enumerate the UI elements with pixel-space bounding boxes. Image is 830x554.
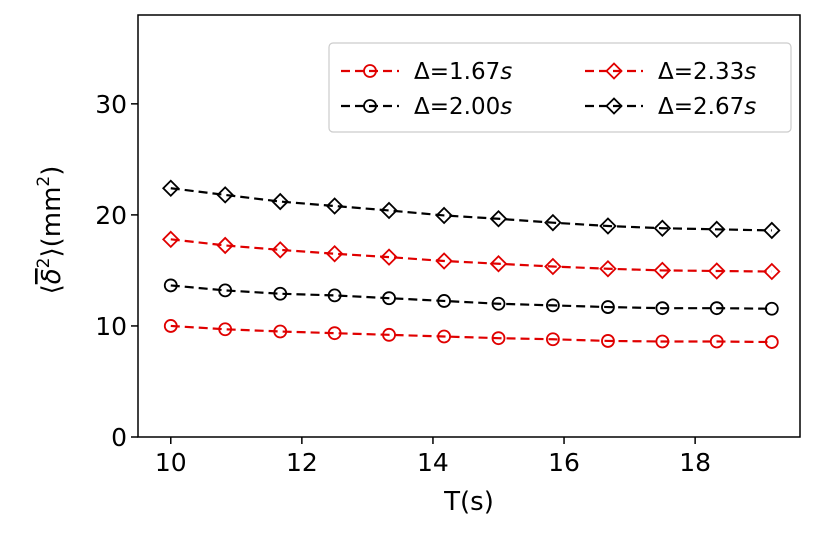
x-tick-label: 10 — [155, 448, 187, 477]
x-tick-label: 14 — [417, 448, 449, 477]
data-point — [707, 262, 726, 280]
data-point — [763, 262, 781, 281]
data-point — [599, 217, 617, 235]
series-group — [163, 319, 779, 349]
y-axis-title: ⟨δ2⟩(mm2) — [34, 166, 67, 295]
data-point — [545, 332, 560, 347]
y-tick-label: 10 — [95, 312, 127, 341]
legend-marker — [363, 64, 377, 78]
y-axis-title-symbol: δ — [37, 268, 67, 284]
data-point — [273, 286, 288, 301]
data-point — [327, 288, 342, 303]
data-point — [655, 301, 670, 316]
data-point — [709, 334, 724, 349]
series-line — [170, 284, 772, 310]
legend-label: Δ=1.67s — [414, 59, 512, 85]
data-point — [218, 322, 233, 337]
legend-item: Δ=2.67s — [585, 94, 756, 120]
data-point — [382, 291, 396, 306]
data-point — [544, 257, 562, 276]
data-point — [273, 324, 288, 339]
y-axis-title-unit-exponent: 2 — [34, 176, 54, 187]
y-axis-title-open: ⟨ — [37, 284, 67, 294]
data-point — [161, 179, 180, 198]
legend-label: Δ=2.00s — [414, 94, 512, 120]
data-point — [601, 334, 615, 348]
x-tick-label: 16 — [548, 448, 580, 477]
data-point — [545, 298, 560, 313]
data-point — [764, 335, 779, 349]
data-point — [601, 300, 615, 314]
data-point — [218, 283, 233, 298]
data-point — [271, 241, 290, 259]
y-axis-title-exponent: 2 — [34, 258, 54, 269]
legend-marker — [363, 99, 377, 113]
y-tick-label: 20 — [95, 201, 127, 230]
data-point — [437, 294, 451, 308]
legend-items: Δ=1.67s Δ=2.00s Δ=2.33s Δ=2.67s — [341, 59, 756, 120]
data-point — [707, 220, 726, 239]
y-axis-title-unit: ⟩(mm — [37, 187, 67, 258]
data-point — [489, 254, 508, 273]
data-point — [325, 197, 344, 215]
series-group — [163, 278, 779, 316]
legend-marker — [605, 97, 623, 115]
data-point — [380, 201, 398, 220]
data-point — [216, 236, 234, 255]
legend-item: Δ=1.67s — [341, 59, 512, 85]
data-point — [437, 329, 451, 344]
data-point — [382, 327, 396, 342]
data-point — [709, 301, 724, 316]
legend-marker — [605, 62, 623, 80]
y-axis-title-close: ) — [37, 166, 67, 176]
series-group — [161, 179, 781, 240]
data-point — [653, 219, 672, 237]
legend-label: Δ=2.33s — [658, 59, 756, 85]
data-point — [163, 319, 178, 333]
legend: Δ=1.67s Δ=2.00s Δ=2.33s Δ=2.67s — [328, 42, 792, 133]
y-tick-label: 0 — [111, 423, 127, 452]
data-point — [163, 278, 178, 293]
data-point — [327, 326, 342, 341]
data-point — [599, 259, 617, 278]
data-point — [216, 186, 234, 204]
data-point — [764, 301, 779, 316]
data-point — [325, 244, 344, 263]
data-point — [435, 252, 453, 270]
series-line — [170, 324, 772, 344]
legend-item: Δ=2.33s — [585, 59, 756, 85]
series-line — [170, 238, 772, 273]
series-line — [170, 187, 772, 232]
x-tick-label: 18 — [679, 448, 711, 477]
data-point — [491, 331, 506, 346]
legend-label: Δ=2.67s — [658, 94, 756, 120]
legend-box — [328, 42, 792, 133]
plot-frame — [137, 14, 801, 438]
data-point — [655, 334, 670, 349]
x-axis-title: T(s) — [443, 487, 494, 517]
data-point — [435, 206, 453, 225]
y-tick-label: 30 — [95, 90, 127, 119]
series-group — [161, 230, 781, 281]
data-point — [380, 248, 398, 266]
legend-item: Δ=2.00s — [341, 94, 512, 120]
data-point — [763, 221, 781, 240]
data-point — [161, 230, 180, 249]
data-point — [544, 213, 562, 232]
data-point — [653, 261, 672, 280]
data-point — [491, 296, 506, 311]
ticks-layer: 10 12 14 16 18 0 10 20 30 — [95, 90, 711, 477]
series-layer — [161, 179, 781, 349]
data-point — [271, 192, 290, 211]
x-tick-label: 12 — [286, 448, 318, 477]
data-point — [489, 210, 508, 228]
